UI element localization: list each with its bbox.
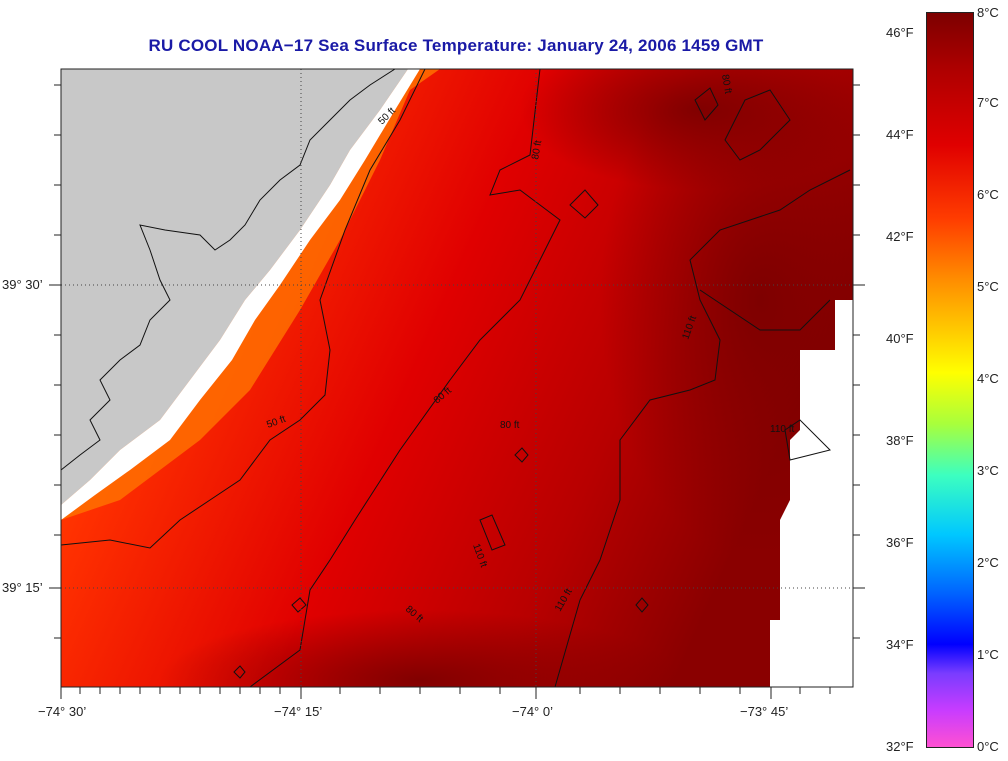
colorbar bbox=[926, 12, 974, 748]
colorbar-label-f: 44°F bbox=[886, 127, 914, 142]
colorbar-label-f: 34°F bbox=[886, 637, 914, 652]
colorbar-label-c: 3°C bbox=[977, 463, 999, 478]
contour-label: 80 ft bbox=[530, 139, 544, 160]
contour-diamond-6 bbox=[635, 597, 649, 613]
lon-label: −74° 30’ bbox=[38, 704, 87, 719]
contour-label: 80 ft bbox=[719, 74, 733, 95]
contour-loop-ne bbox=[724, 89, 791, 161]
colorbar-label-f: 32°F bbox=[886, 739, 914, 754]
contour-diamond-5 bbox=[291, 597, 307, 613]
colorbar-label-f: 46°F bbox=[886, 25, 914, 40]
lon-label: −74° 15’ bbox=[274, 704, 323, 719]
graticule bbox=[61, 69, 853, 687]
coastline bbox=[61, 69, 396, 471]
colorbar-label-f: 40°F bbox=[886, 331, 914, 346]
colorbar-label-c: 6°C bbox=[977, 187, 999, 202]
colorbar-label-c: 4°C bbox=[977, 371, 999, 386]
lat-label: 39° 15’ bbox=[2, 580, 43, 595]
contour-diamond-4 bbox=[479, 514, 506, 551]
contour-diamond-3 bbox=[514, 447, 529, 463]
colorbar-label-f: 36°F bbox=[886, 535, 914, 550]
contour-label: 80 ft bbox=[500, 420, 520, 431]
lat-label: 39° 30’ bbox=[2, 277, 43, 292]
colorbar-label-c: 7°C bbox=[977, 95, 999, 110]
contour-loop-e bbox=[784, 419, 831, 461]
contour-diamond-1 bbox=[569, 189, 599, 219]
map-title: RU COOL NOAA−17 Sea Surface Temperature:… bbox=[148, 36, 764, 55]
colorbar-label-c: 5°C bbox=[977, 279, 999, 294]
contour-diamond-7 bbox=[233, 665, 246, 679]
contour-80ft bbox=[249, 69, 561, 687]
contour-110ft bbox=[554, 169, 851, 687]
offshore-nodata-east bbox=[770, 300, 853, 687]
coastal-nodata-fringe bbox=[61, 69, 420, 520]
lon-label: −74° 0’ bbox=[512, 704, 553, 719]
colorbar-label-f: 42°F bbox=[886, 229, 914, 244]
contour-50ft bbox=[61, 69, 426, 549]
depth-contours bbox=[61, 69, 851, 687]
map-frame bbox=[60, 68, 854, 688]
colorbar-label-c: 0°C bbox=[977, 739, 999, 754]
dark-water-northeast bbox=[520, 69, 853, 190]
dark-water-east bbox=[600, 69, 853, 560]
colorbar-label-f: 38°F bbox=[886, 433, 914, 448]
colorbar-label-c: 2°C bbox=[977, 555, 999, 570]
land-mass bbox=[61, 69, 408, 505]
contour-110ft-east bbox=[699, 289, 831, 331]
contour-label: 110 ft bbox=[770, 424, 794, 435]
lon-label: −73° 45’ bbox=[740, 704, 789, 719]
colorbar-label-c: 1°C bbox=[977, 647, 999, 662]
dark-water-south bbox=[160, 610, 680, 687]
colorbar-label-c: 8°C bbox=[977, 5, 999, 20]
contour-diamond-2 bbox=[694, 87, 719, 121]
axis-ticks bbox=[49, 84, 865, 699]
